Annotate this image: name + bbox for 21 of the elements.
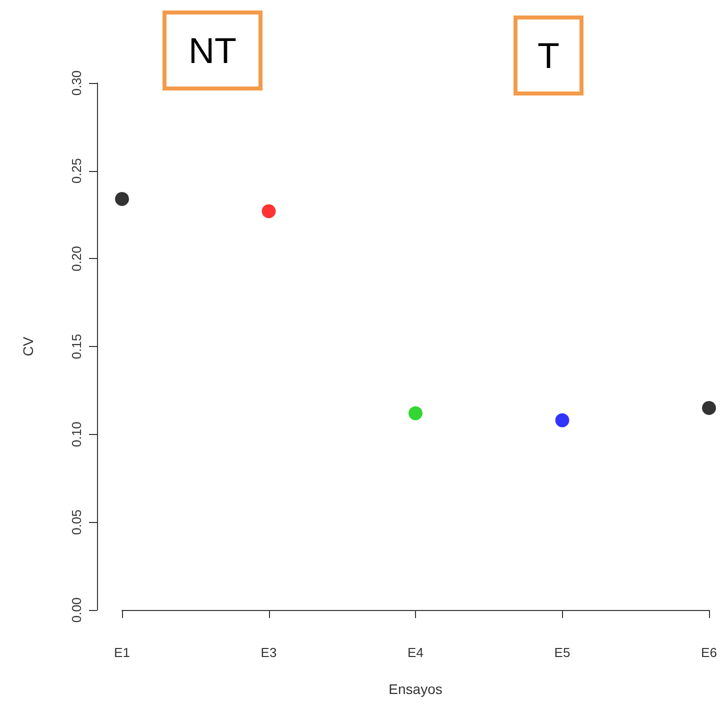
x-axis-title: Ensayos: [388, 681, 442, 697]
text: NT: [188, 30, 236, 71]
point: [408, 406, 422, 420]
y-tick-label: 0.05: [69, 510, 84, 535]
y-tick-label: 0.25: [69, 158, 84, 184]
y-tick-label: 0.30: [69, 70, 84, 96]
x-tick-label: E5: [554, 645, 570, 660]
point: [702, 400, 716, 415]
point: [555, 413, 570, 428]
y-axis-title: CV: [20, 336, 36, 356]
x-tick-label: E4: [408, 645, 424, 660]
y-tick-label: 0.10: [69, 422, 84, 447]
x-tick-label: E3: [260, 645, 277, 660]
y-tick-label: 0.15: [69, 334, 84, 360]
x-tick-label: E1: [114, 645, 130, 660]
text: T: [538, 35, 560, 76]
x-tick-label: E6: [701, 645, 717, 660]
point: [262, 204, 276, 218]
y-tick-label: 0.20: [69, 246, 84, 272]
point: [115, 192, 129, 206]
y-tick-label: 0.00: [69, 597, 84, 623]
